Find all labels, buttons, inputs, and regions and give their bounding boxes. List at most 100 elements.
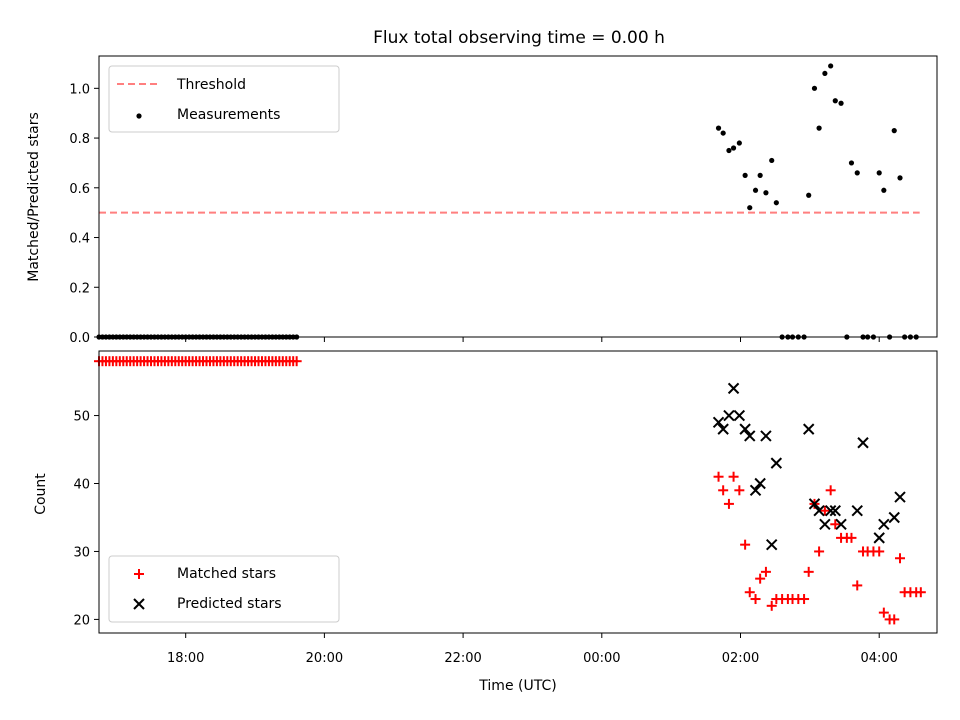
matched-star-point	[814, 546, 825, 557]
predicted-star-point	[819, 518, 831, 530]
measurement-point	[897, 175, 903, 181]
predicted-star-point	[802, 423, 815, 435]
measurement-point	[806, 192, 812, 198]
predicted-legend-label: Predicted stars	[177, 596, 282, 612]
matched-star-point	[755, 573, 766, 584]
count-y-ticks: 20 30 40 50	[73, 410, 99, 628]
count-x-tick-label: 00:00	[583, 651, 620, 666]
count-y-tick-label: 30	[73, 545, 90, 560]
measurement-point	[876, 170, 882, 176]
predicted-star-point	[770, 457, 783, 469]
matched-star-point	[819, 505, 830, 516]
measurement-point	[720, 130, 726, 136]
measurement-point	[822, 70, 828, 77]
matched-star-point	[760, 566, 771, 577]
predicted-star-point	[744, 430, 756, 442]
predicted-star-point	[894, 491, 906, 503]
chart-title: Flux total observing time = 0.00 h	[373, 28, 665, 48]
count-points	[94, 356, 926, 625]
count-x-tick-label: 02:00	[722, 651, 759, 666]
matched-star-point	[728, 471, 739, 482]
measurement-point	[773, 200, 779, 206]
matched-star-point	[915, 587, 926, 598]
count-x-ticks: 18:00 20:00 22:00 00:00 02:00 04:00	[167, 633, 898, 666]
count-y-tick-label: 40	[73, 478, 90, 493]
measurement-point	[730, 145, 737, 151]
measurement-point	[742, 172, 748, 178]
matched-star-point	[830, 519, 841, 530]
matched-star-point	[799, 594, 810, 605]
matched-star-point	[874, 546, 885, 557]
predicted-star-point	[851, 504, 863, 517]
predicted-star-point	[749, 484, 762, 497]
ratio-y-tick-label: 0.0	[69, 331, 90, 346]
predicted-star-point	[754, 477, 766, 490]
measurement-point	[736, 140, 742, 146]
count-x-tick-label: 22:00	[444, 651, 481, 666]
predicted-star-point	[717, 423, 729, 435]
measurement-point	[769, 157, 775, 164]
matched-legend-label: Matched stars	[177, 566, 276, 582]
matched-star-point	[846, 532, 857, 543]
matched-star-point	[889, 614, 900, 625]
measurement-point	[763, 190, 769, 196]
count-y-tick-label: 20	[73, 613, 90, 628]
predicted-star-point	[723, 409, 735, 422]
threshold-legend-label: Threshold	[176, 77, 246, 93]
matched-star-point	[291, 356, 302, 367]
predicted-star-point	[712, 416, 725, 429]
measurement-point	[726, 147, 732, 154]
measurement-point	[838, 100, 844, 106]
ratio-y-tick-label: 0.4	[69, 232, 90, 247]
matched-star-point	[895, 553, 906, 564]
ratio-y-axis-label: Matched/Predicted stars	[26, 112, 42, 282]
count-y-axis-label: Count	[33, 473, 49, 515]
measurements-legend-label: Measurements	[177, 107, 280, 123]
predicted-star-point	[727, 382, 740, 395]
matched-legend-marker	[134, 569, 144, 579]
predicted-star-point	[824, 504, 837, 517]
count-x-tick-label: 18:00	[167, 651, 204, 666]
measurement-point	[828, 63, 834, 69]
matched-star-point	[734, 485, 745, 496]
predicted-star-point	[808, 498, 821, 510]
ratio-legend-box	[108, 65, 340, 133]
ratio-y-tick-label: 0.2	[69, 281, 90, 296]
predicted-star-point	[739, 423, 751, 435]
predicted-star-point	[835, 518, 847, 530]
measurement-point	[881, 187, 887, 193]
ratio-y-tick-label: 1.0	[69, 82, 90, 97]
matched-star-point	[744, 587, 755, 598]
ratio-y-ticks: 0.0 0.2 0.4 0.6 0.8 1.0	[69, 82, 99, 346]
predicted-legend-marker	[133, 598, 145, 610]
predicted-star-point	[733, 409, 746, 422]
count-x-tick-label: 20:00	[306, 651, 343, 666]
matched-star-point	[723, 498, 734, 509]
matched-star-point	[878, 607, 889, 618]
measurement-point	[848, 160, 855, 166]
predicted-star-point	[878, 518, 890, 530]
count-panel-frame	[98, 350, 938, 634]
matched-star-point	[803, 566, 814, 577]
matched-star-point	[766, 600, 777, 611]
ratio-y-tick-label: 0.8	[69, 132, 90, 147]
measurement-point	[891, 128, 897, 134]
measurement-point	[757, 172, 763, 178]
measurement-point	[752, 187, 759, 193]
measurement-point	[832, 98, 838, 104]
count-y-tick-label: 50	[73, 410, 90, 425]
measurement-point	[816, 125, 822, 131]
measurement-point	[811, 85, 818, 91]
predicted-star-point	[760, 430, 772, 442]
count-legend-box	[108, 555, 340, 623]
matched-star-point	[713, 471, 724, 482]
ratio-y-tick-label: 0.6	[69, 182, 90, 197]
predicted-star-point	[766, 538, 778, 551]
measurement-point	[747, 205, 753, 211]
matched-star-point	[825, 485, 836, 496]
measurement-point	[854, 170, 860, 176]
predicted-star-point	[813, 504, 825, 517]
matched-star-point	[740, 539, 751, 550]
